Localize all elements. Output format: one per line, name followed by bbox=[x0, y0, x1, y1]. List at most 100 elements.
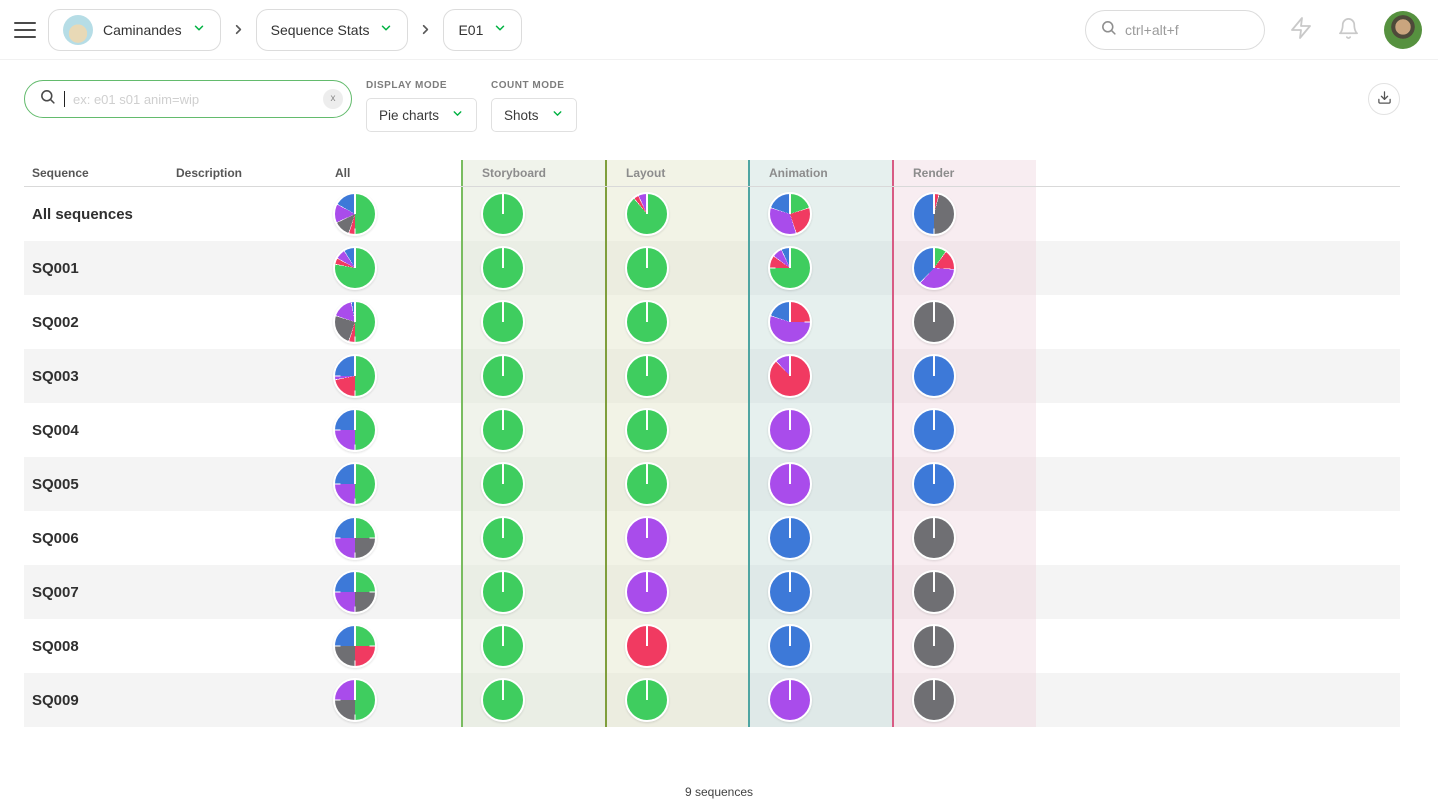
pie-start-line bbox=[646, 248, 648, 268]
column-header-animation: Animation bbox=[748, 160, 892, 186]
pie-start-line bbox=[646, 626, 648, 646]
stats-pie-render bbox=[912, 300, 956, 344]
stats-cell-layout bbox=[605, 241, 748, 295]
global-search-input[interactable] bbox=[1125, 21, 1250, 38]
stats-pie-all bbox=[333, 516, 377, 560]
chevron-down-icon bbox=[493, 21, 507, 38]
stats-cell-render bbox=[892, 511, 1036, 565]
stats-cell-all bbox=[327, 403, 461, 457]
pie-start-line bbox=[502, 356, 504, 376]
stats-cell-render bbox=[892, 241, 1036, 295]
row-filler bbox=[1036, 565, 1400, 619]
display-mode-select[interactable]: Pie charts bbox=[366, 98, 478, 132]
user-avatar[interactable] bbox=[1384, 10, 1422, 49]
sequence-name[interactable]: SQ003 bbox=[32, 367, 79, 385]
sequence-name[interactable]: SQ004 bbox=[32, 421, 79, 439]
stats-pie-animation bbox=[768, 354, 812, 398]
pie-start-line bbox=[933, 248, 935, 268]
stats-pie-animation bbox=[768, 408, 812, 452]
menu-icon[interactable] bbox=[14, 21, 36, 38]
global-search[interactable] bbox=[1085, 9, 1265, 50]
row-filler bbox=[1036, 295, 1400, 349]
pie-start-line bbox=[354, 464, 356, 484]
stats-cell-render bbox=[892, 565, 1036, 619]
table-body: All sequences SQ001 SQ002 SQ003 SQ004 SQ005 SQ… bbox=[24, 187, 1400, 727]
stats-pie-storyboard bbox=[481, 246, 525, 290]
row-filler bbox=[1036, 241, 1400, 295]
pie-start-line bbox=[933, 626, 935, 646]
page-selector[interactable]: Sequence Stats bbox=[255, 8, 409, 51]
sequence-name[interactable]: SQ005 bbox=[32, 475, 79, 493]
stats-pie-render bbox=[912, 516, 956, 560]
pie-start-line bbox=[789, 248, 791, 268]
count-mode-select[interactable]: Shots bbox=[491, 98, 577, 132]
stats-pie-animation bbox=[768, 246, 812, 290]
stats-pie-storyboard bbox=[481, 192, 525, 236]
production-selector[interactable]: Caminandes bbox=[48, 8, 221, 51]
stats-cell-animation bbox=[748, 673, 892, 727]
pie-start-line bbox=[933, 410, 935, 430]
stats-pie-storyboard bbox=[481, 300, 525, 344]
column-header-storyboard: Storyboard bbox=[461, 160, 605, 186]
stats-cell-storyboard bbox=[461, 565, 605, 619]
stats-cell-animation bbox=[748, 187, 892, 241]
pie-start-line bbox=[646, 302, 648, 322]
topbar: Caminandes Sequence Stats E01 bbox=[0, 0, 1438, 60]
sequence-name[interactable]: SQ001 bbox=[32, 259, 79, 277]
stats-cell-render bbox=[892, 295, 1036, 349]
pie-start-line bbox=[789, 410, 791, 430]
sequence-name[interactable]: SQ006 bbox=[32, 529, 79, 547]
pie-start-line bbox=[354, 410, 356, 430]
stats-cell-all bbox=[327, 295, 461, 349]
stats-pie-storyboard bbox=[481, 678, 525, 722]
sequence-name[interactable]: SQ009 bbox=[32, 691, 79, 709]
stats-cell-storyboard bbox=[461, 241, 605, 295]
sequence-stats-table: Sequence Description All Storyboard Layo… bbox=[24, 160, 1400, 727]
pie-start-line bbox=[646, 356, 648, 376]
clear-search-button[interactable]: x bbox=[323, 89, 343, 109]
row-filler bbox=[1036, 349, 1400, 403]
column-header-description: Description bbox=[176, 166, 243, 180]
stats-pie-all bbox=[333, 624, 377, 668]
notifications-button[interactable] bbox=[1337, 17, 1360, 43]
stats-pie-animation bbox=[768, 300, 812, 344]
stats-cell-all bbox=[327, 241, 461, 295]
sequence-description bbox=[168, 673, 327, 727]
pie-start-line bbox=[354, 572, 356, 592]
stats-cell-storyboard bbox=[461, 295, 605, 349]
stats-cell-storyboard bbox=[461, 619, 605, 673]
stats-cell-storyboard bbox=[461, 349, 605, 403]
pie-start-line bbox=[502, 410, 504, 430]
filter-search[interactable]: x bbox=[24, 80, 352, 118]
stats-pie-animation bbox=[768, 462, 812, 506]
sequence-row: SQ005 bbox=[24, 457, 1400, 511]
sequence-name[interactable]: SQ008 bbox=[32, 637, 79, 655]
stats-pie-storyboard bbox=[481, 624, 525, 668]
chevron-down-icon bbox=[551, 107, 564, 123]
filter-search-input[interactable] bbox=[73, 91, 315, 107]
episode-selector[interactable]: E01 bbox=[443, 8, 523, 51]
stats-pie-layout bbox=[625, 462, 669, 506]
pie-start-line bbox=[646, 680, 648, 700]
display-mode-label: DISPLAY MODE bbox=[366, 80, 448, 91]
stats-pie-render bbox=[912, 354, 956, 398]
sequence-name[interactable]: SQ007 bbox=[32, 583, 79, 601]
table-header: Sequence Description All Storyboard Layo… bbox=[24, 160, 1400, 187]
pie-start-line bbox=[354, 302, 356, 322]
stats-pie-all bbox=[333, 462, 377, 506]
stats-cell-layout bbox=[605, 457, 748, 511]
column-header-render: Render bbox=[892, 160, 1036, 186]
shortcuts-button[interactable] bbox=[1289, 16, 1313, 43]
export-button[interactable] bbox=[1368, 83, 1400, 115]
sequence-name[interactable]: SQ002 bbox=[32, 313, 79, 331]
chevron-down-icon bbox=[192, 21, 206, 38]
stats-pie-layout bbox=[625, 354, 669, 398]
stats-cell-render bbox=[892, 457, 1036, 511]
pie-start-line bbox=[789, 518, 791, 538]
column-header-filler bbox=[1036, 160, 1400, 186]
sequence-name[interactable]: All sequences bbox=[32, 205, 133, 223]
stats-cell-all bbox=[327, 457, 461, 511]
stats-pie-all bbox=[333, 192, 377, 236]
pie-start-line bbox=[646, 194, 648, 214]
pie-start-line bbox=[502, 572, 504, 592]
